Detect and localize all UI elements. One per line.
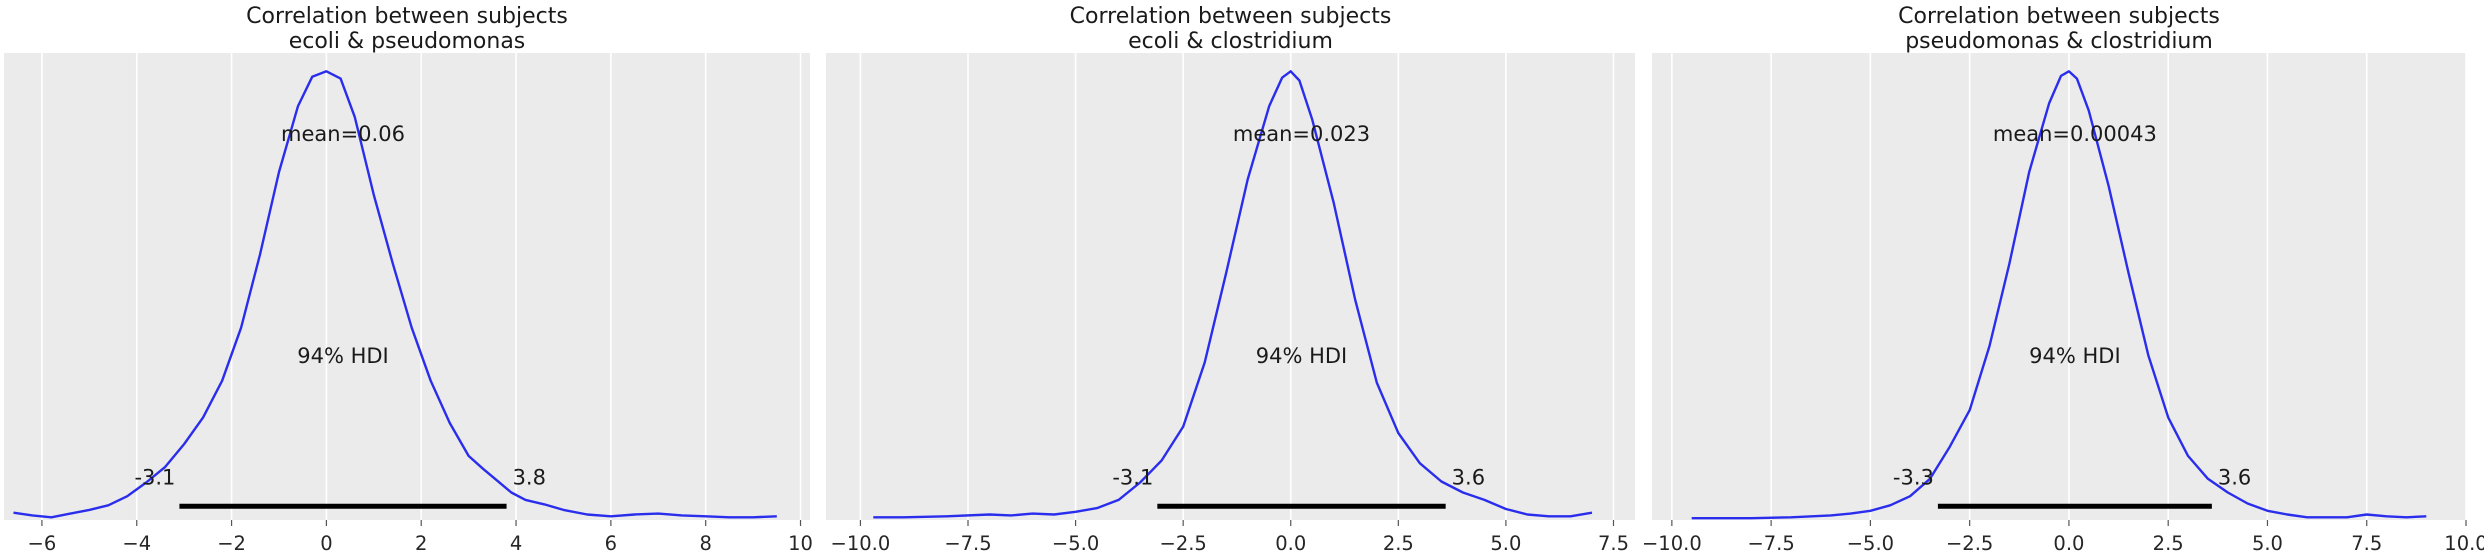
panel-2: −10.0 −7.5 −5.0 −2.5 0.0 2.5 5.0 7.5 Correlation… — [826, 4, 1635, 552]
hdi-high-label: 3.8 — [513, 465, 546, 489]
chart-title-line-1: Correlation between subjects — [1898, 4, 2220, 29]
chart-title-line-2: ecoli & clostridium — [1128, 29, 1333, 54]
x-tick-label: −2 — [217, 532, 246, 552]
hdi-low-label: -3.3 — [1893, 465, 1934, 489]
x-tick-label: −6 — [28, 532, 57, 552]
hdi-low-label: -3.1 — [134, 465, 175, 489]
panel-1: −6 −4 −2 0 2 4 6 8 10 Correlation between subject… — [4, 4, 813, 552]
x-tick-label: 10 — [788, 532, 813, 552]
x-tick-label: 10.0 — [2444, 532, 2484, 552]
chart-title-line-2: ecoli & pseudomonas — [289, 29, 526, 54]
hdi-text: 94% HDI — [297, 344, 389, 368]
x-tick-label: −2.5 — [1946, 532, 1993, 552]
x-tick-label: 2.5 — [2153, 532, 2184, 552]
plot-area — [1652, 53, 2466, 520]
x-tick-label: 4 — [510, 532, 522, 552]
chart-title-line-1: Correlation between subjects — [246, 4, 568, 29]
plot-area — [4, 53, 810, 520]
x-tick-label: 5.0 — [1490, 532, 1521, 552]
hdi-high-label: 3.6 — [2218, 465, 2251, 489]
mean-text: mean=0.00043 — [1993, 122, 2157, 146]
x-tick-label: 7.5 — [2351, 532, 2382, 552]
x-tick-label: 0.0 — [2053, 532, 2084, 552]
x-tick-label: 6 — [605, 532, 617, 552]
x-tick-label: −7.5 — [1747, 532, 1794, 552]
x-tick-label: 8 — [699, 532, 711, 552]
x-tick-label: −4 — [122, 532, 151, 552]
x-tick-label: −10.0 — [1642, 532, 1702, 552]
x-tick-label: −5.0 — [1847, 532, 1894, 552]
density-line — [873, 70, 1593, 519]
x-tick-label: −10.0 — [831, 532, 891, 552]
x-tick-label: 2.5 — [1383, 532, 1414, 552]
x-tick-label: 5.0 — [2252, 532, 2283, 552]
x-tick-label: 0.0 — [1275, 532, 1306, 552]
x-tick-label: −5.0 — [1052, 532, 1099, 552]
x-tick-label: 0 — [320, 532, 332, 552]
chart-title-line-1: Correlation between subjects — [1070, 4, 1392, 29]
mean-text: mean=0.06 — [281, 122, 405, 146]
hdi-low-label: -3.1 — [1112, 465, 1153, 489]
x-tick-label: −2.5 — [1159, 532, 1206, 552]
density-line — [1691, 70, 2427, 520]
chart-title-line-2: pseudomonas & clostridium — [1905, 29, 2213, 54]
x-tick-label: 2 — [415, 532, 427, 552]
plot-area — [826, 53, 1635, 520]
hdi-text: 94% HDI — [1256, 344, 1348, 368]
mean-text: mean=0.023 — [1233, 122, 1370, 146]
density-line — [13, 70, 777, 519]
hdi-text: 94% HDI — [2029, 344, 2121, 368]
hdi-high-label: 3.6 — [1452, 465, 1485, 489]
panel-3: −10.0 −7.5 −5.0 −2.5 0.0 2.5 5.0 7.5 10.0 Correla… — [1642, 4, 2484, 552]
x-tick-label: −7.5 — [944, 532, 991, 552]
x-tick-label: 7.5 — [1598, 532, 1629, 552]
